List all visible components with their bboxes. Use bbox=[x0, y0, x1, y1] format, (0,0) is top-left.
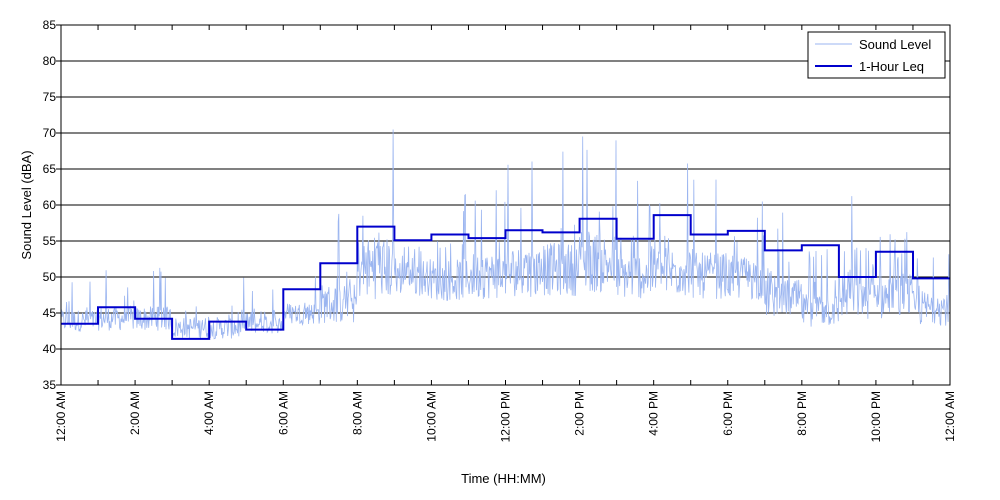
y-tick-label: 60 bbox=[43, 198, 57, 212]
x-tick-label: 12:00 AM bbox=[54, 391, 68, 442]
y-axis-title: Sound Level (dBA) bbox=[19, 150, 34, 259]
legend-box bbox=[807, 31, 946, 79]
y-tick-label: 85 bbox=[43, 18, 57, 32]
legend-label-sound-level: Sound Level bbox=[859, 37, 931, 52]
y-tick-label: 65 bbox=[43, 162, 57, 176]
legend-label-leq: 1-Hour Leq bbox=[859, 59, 924, 74]
x-tick-label: 4:00 AM bbox=[202, 391, 216, 435]
x-tick-label: 6:00 PM bbox=[721, 391, 735, 436]
y-tick-label: 80 bbox=[43, 54, 57, 68]
x-axis-title: Time (HH:MM) bbox=[461, 471, 546, 486]
y-tick-label: 55 bbox=[43, 234, 57, 248]
leq-step-line bbox=[61, 214, 950, 340]
x-tick-label: 8:00 PM bbox=[795, 391, 809, 436]
y-tick-label: 50 bbox=[43, 270, 57, 284]
leq-series bbox=[61, 214, 950, 340]
x-tick-label: 2:00 AM bbox=[128, 391, 142, 435]
x-axis-ticks: 12:00 AM 2:00 AM 4:00 AM 6:00 AM 8:00 AM 10:0… bbox=[54, 25, 957, 442]
x-tick-label: 6:00 AM bbox=[276, 391, 290, 435]
x-tick-label: 4:00 PM bbox=[647, 391, 661, 436]
x-tick-label: 12:00 AM bbox=[943, 391, 957, 442]
y-tick-label: 40 bbox=[43, 342, 57, 356]
legend: Sound Level 1-Hour Leq bbox=[807, 31, 946, 79]
x-tick-label: 8:00 AM bbox=[350, 391, 364, 435]
x-tick-label: 10:00 AM bbox=[424, 391, 438, 442]
x-tick-label: 10:00 PM bbox=[869, 391, 883, 442]
y-tick-label: 70 bbox=[43, 126, 57, 140]
x-tick-label: 2:00 PM bbox=[573, 391, 587, 436]
y-tick-label: 35 bbox=[43, 378, 57, 392]
x-tick-label: 12:00 PM bbox=[499, 391, 513, 442]
y-tick-label: 45 bbox=[43, 306, 57, 320]
y-axis-ticks: 35 40 45 50 55 60 65 70 75 80 85 bbox=[43, 18, 61, 392]
y-tick-label: 75 bbox=[43, 90, 57, 104]
